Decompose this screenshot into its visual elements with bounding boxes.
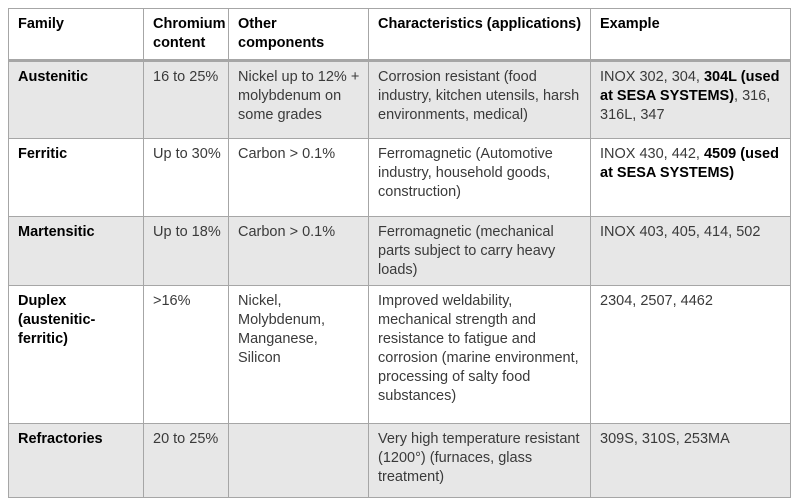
- other-components-cell: Nickel, Molybdenum, Manganese, Silicon: [228, 285, 369, 424]
- example-text: INOX 430, 442,: [600, 146, 704, 162]
- example-text: INOX 302, 304,: [600, 69, 704, 85]
- table-row-duplex: Duplex (austenitic-ferritic) >16% Nickel…: [8, 285, 791, 424]
- col-header-other-components: Other components: [228, 8, 369, 62]
- other-components-cell: Carbon > 0.1%: [228, 216, 369, 286]
- example-cell: INOX 403, 405, 414, 502: [590, 216, 791, 286]
- characteristics-cell: Ferromagnetic (mechanical parts subject …: [368, 216, 591, 286]
- example-text: 2304, 2507, 4462: [600, 293, 713, 309]
- family-cell: Refractories: [8, 423, 144, 498]
- col-header-chromium-content: Chromium content: [143, 8, 229, 62]
- other-components-cell: [228, 423, 369, 498]
- chromium-content-cell: Up to 18%: [143, 216, 229, 286]
- chromium-content-cell: Up to 30%: [143, 138, 229, 217]
- example-text: INOX 403, 405, 414, 502: [600, 224, 761, 240]
- example-cell: INOX 430, 442, 4509 (used at SESA SYSTEM…: [590, 138, 791, 217]
- chromium-content-cell: 20 to 25%: [143, 423, 229, 498]
- example-text: , 316, 316L, 347: [600, 88, 771, 123]
- table-row-martensitic: Martensitic Up to 18% Carbon > 0.1% Ferr…: [8, 216, 791, 286]
- other-components-cell: Nickel up to 12% + molybdenum on some gr…: [228, 60, 369, 139]
- example-text: 309S, 310S, 253MA: [600, 431, 730, 447]
- family-cell: Duplex (austenitic-ferritic): [8, 285, 144, 424]
- chromium-content-cell: 16 to 25%: [143, 60, 229, 139]
- col-header-family: Family: [8, 8, 144, 62]
- family-cell: Austenitic: [8, 60, 144, 139]
- other-components-cell: Carbon > 0.1%: [228, 138, 369, 217]
- example-cell: 309S, 310S, 253MA: [590, 423, 791, 498]
- example-bold-text: 304L (used at SESA SYSTEMS): [600, 69, 780, 104]
- table-row-ferritic: Ferritic Up to 30% Carbon > 0.1% Ferroma…: [8, 138, 791, 217]
- example-bold-text: 4509 (used at SESA SYSTEMS): [600, 146, 779, 181]
- family-cell: Martensitic: [8, 216, 144, 286]
- header-row: Family Chromium content Other components…: [8, 8, 791, 62]
- example-cell: 2304, 2507, 4462: [590, 285, 791, 424]
- characteristics-cell: Corrosion resistant (food industry, kitc…: [368, 60, 591, 139]
- characteristics-cell: Very high temperature resistant (1200°) …: [368, 423, 591, 498]
- characteristics-cell: Ferromagnetic (Automotive industry, hous…: [368, 138, 591, 217]
- stainless-steel-families-table: Family Chromium content Other components…: [8, 8, 791, 498]
- col-header-characteristics: Characteristics (applications): [368, 8, 591, 62]
- table-row-austenitic: Austenitic 16 to 25% Nickel up to 12% + …: [8, 60, 791, 139]
- example-cell: INOX 302, 304, 304L (used at SESA SYSTEM…: [590, 60, 791, 139]
- col-header-example: Example: [590, 8, 791, 62]
- characteristics-cell: Improved weldability, mechanical strengt…: [368, 285, 591, 424]
- table-row-refractories: Refractories 20 to 25% Very high tempera…: [8, 423, 791, 498]
- chromium-content-cell: >16%: [143, 285, 229, 424]
- family-cell: Ferritic: [8, 138, 144, 217]
